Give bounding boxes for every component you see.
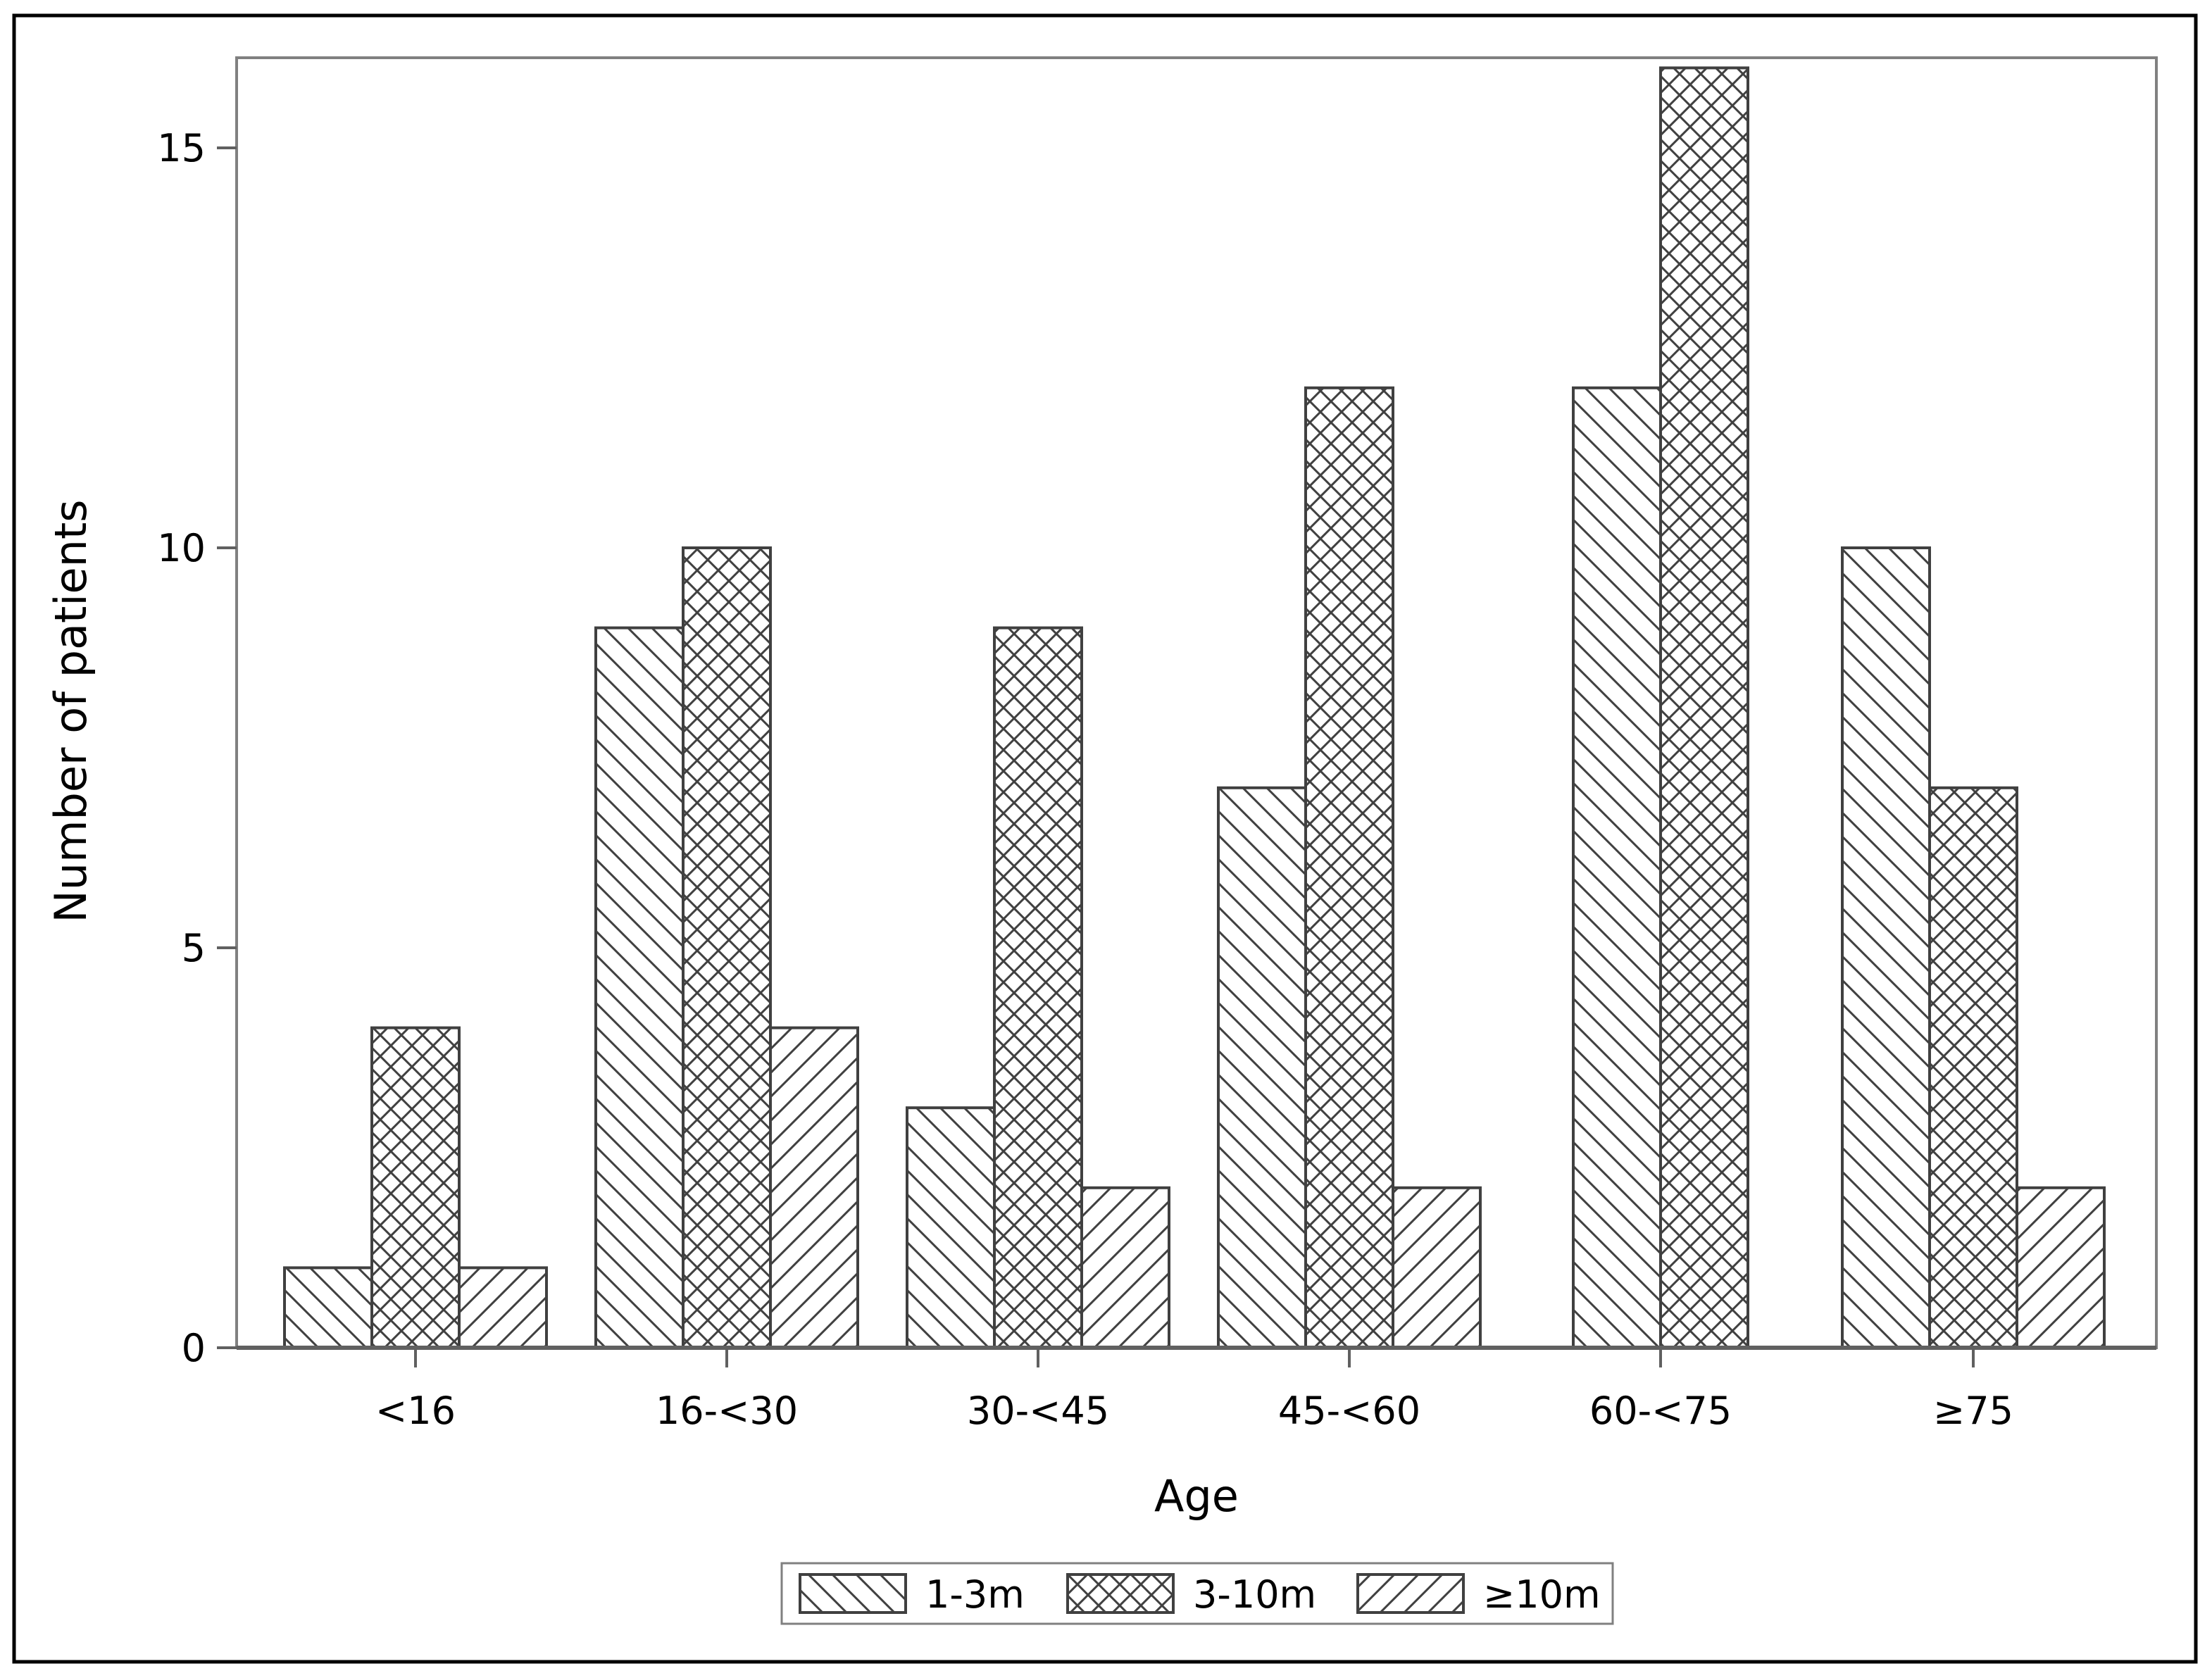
bar-60-<75-3-10m [1659,66,1749,1349]
y-axis: 0 5 10 15 [157,126,237,1370]
bar-16-<30-≥10m [769,1026,859,1349]
bar-<16-3-10m [370,1026,461,1349]
legend-swatch-3-10m [1066,1573,1175,1614]
x-axis-title: Age [1154,1470,1239,1522]
legend-swatch-1-3m [799,1573,907,1614]
x-tick-label: 45-<60 [1278,1389,1420,1433]
bar-≥75-3-10m [1928,786,2018,1350]
bars-group [237,66,2156,1350]
legend-label: 3-10m [1193,1572,1316,1617]
bar-60-<75-1-3m [1572,386,1662,1349]
x-tick-label: 16-<30 [656,1389,798,1433]
bar-<16-1-3m [283,1266,373,1350]
y-axis-title: Number of patients [45,499,96,922]
legend-label: 1-3m [925,1572,1025,1617]
legend-swatch-≥10m [1356,1573,1465,1614]
bar-45-<60-≥10m [1392,1186,1482,1350]
y-tick-label: 10 [157,526,206,570]
figure-border [12,13,2198,1664]
x-tick-label: <16 [375,1389,456,1433]
bar-16-<30-1-3m [594,626,685,1349]
bar-45-<60-3-10m [1304,386,1394,1349]
bar-45-<60-1-3m [1217,786,1307,1350]
x-tick-label: 60-<75 [1589,1389,1732,1433]
bar-≥75-1-3m [1841,546,1931,1349]
legend: 1-3m 3-10m ≥10m [780,1562,1614,1625]
bar-30-<45-1-3m [906,1106,996,1349]
bar-30-<45-3-10m [993,626,1083,1349]
bar-<16-≥10m [458,1266,548,1350]
legend-label: ≥10m [1483,1572,1601,1617]
bar-30-<45-≥10m [1080,1186,1170,1350]
x-tick-label: ≥75 [1933,1389,2013,1433]
y-tick-label: 0 [182,1326,206,1370]
x-axis: <16 16-<30 30-<45 45-<60 60-<75 ≥75 [375,1348,2013,1433]
x-tick-label: 30-<45 [967,1389,1109,1433]
y-tick-label: 15 [157,126,206,170]
bar-≥75-≥10m [2016,1186,2106,1350]
legend-frame [780,1562,1614,1625]
y-tick-label: 5 [182,926,206,970]
bar-16-<30-3-10m [682,546,772,1349]
